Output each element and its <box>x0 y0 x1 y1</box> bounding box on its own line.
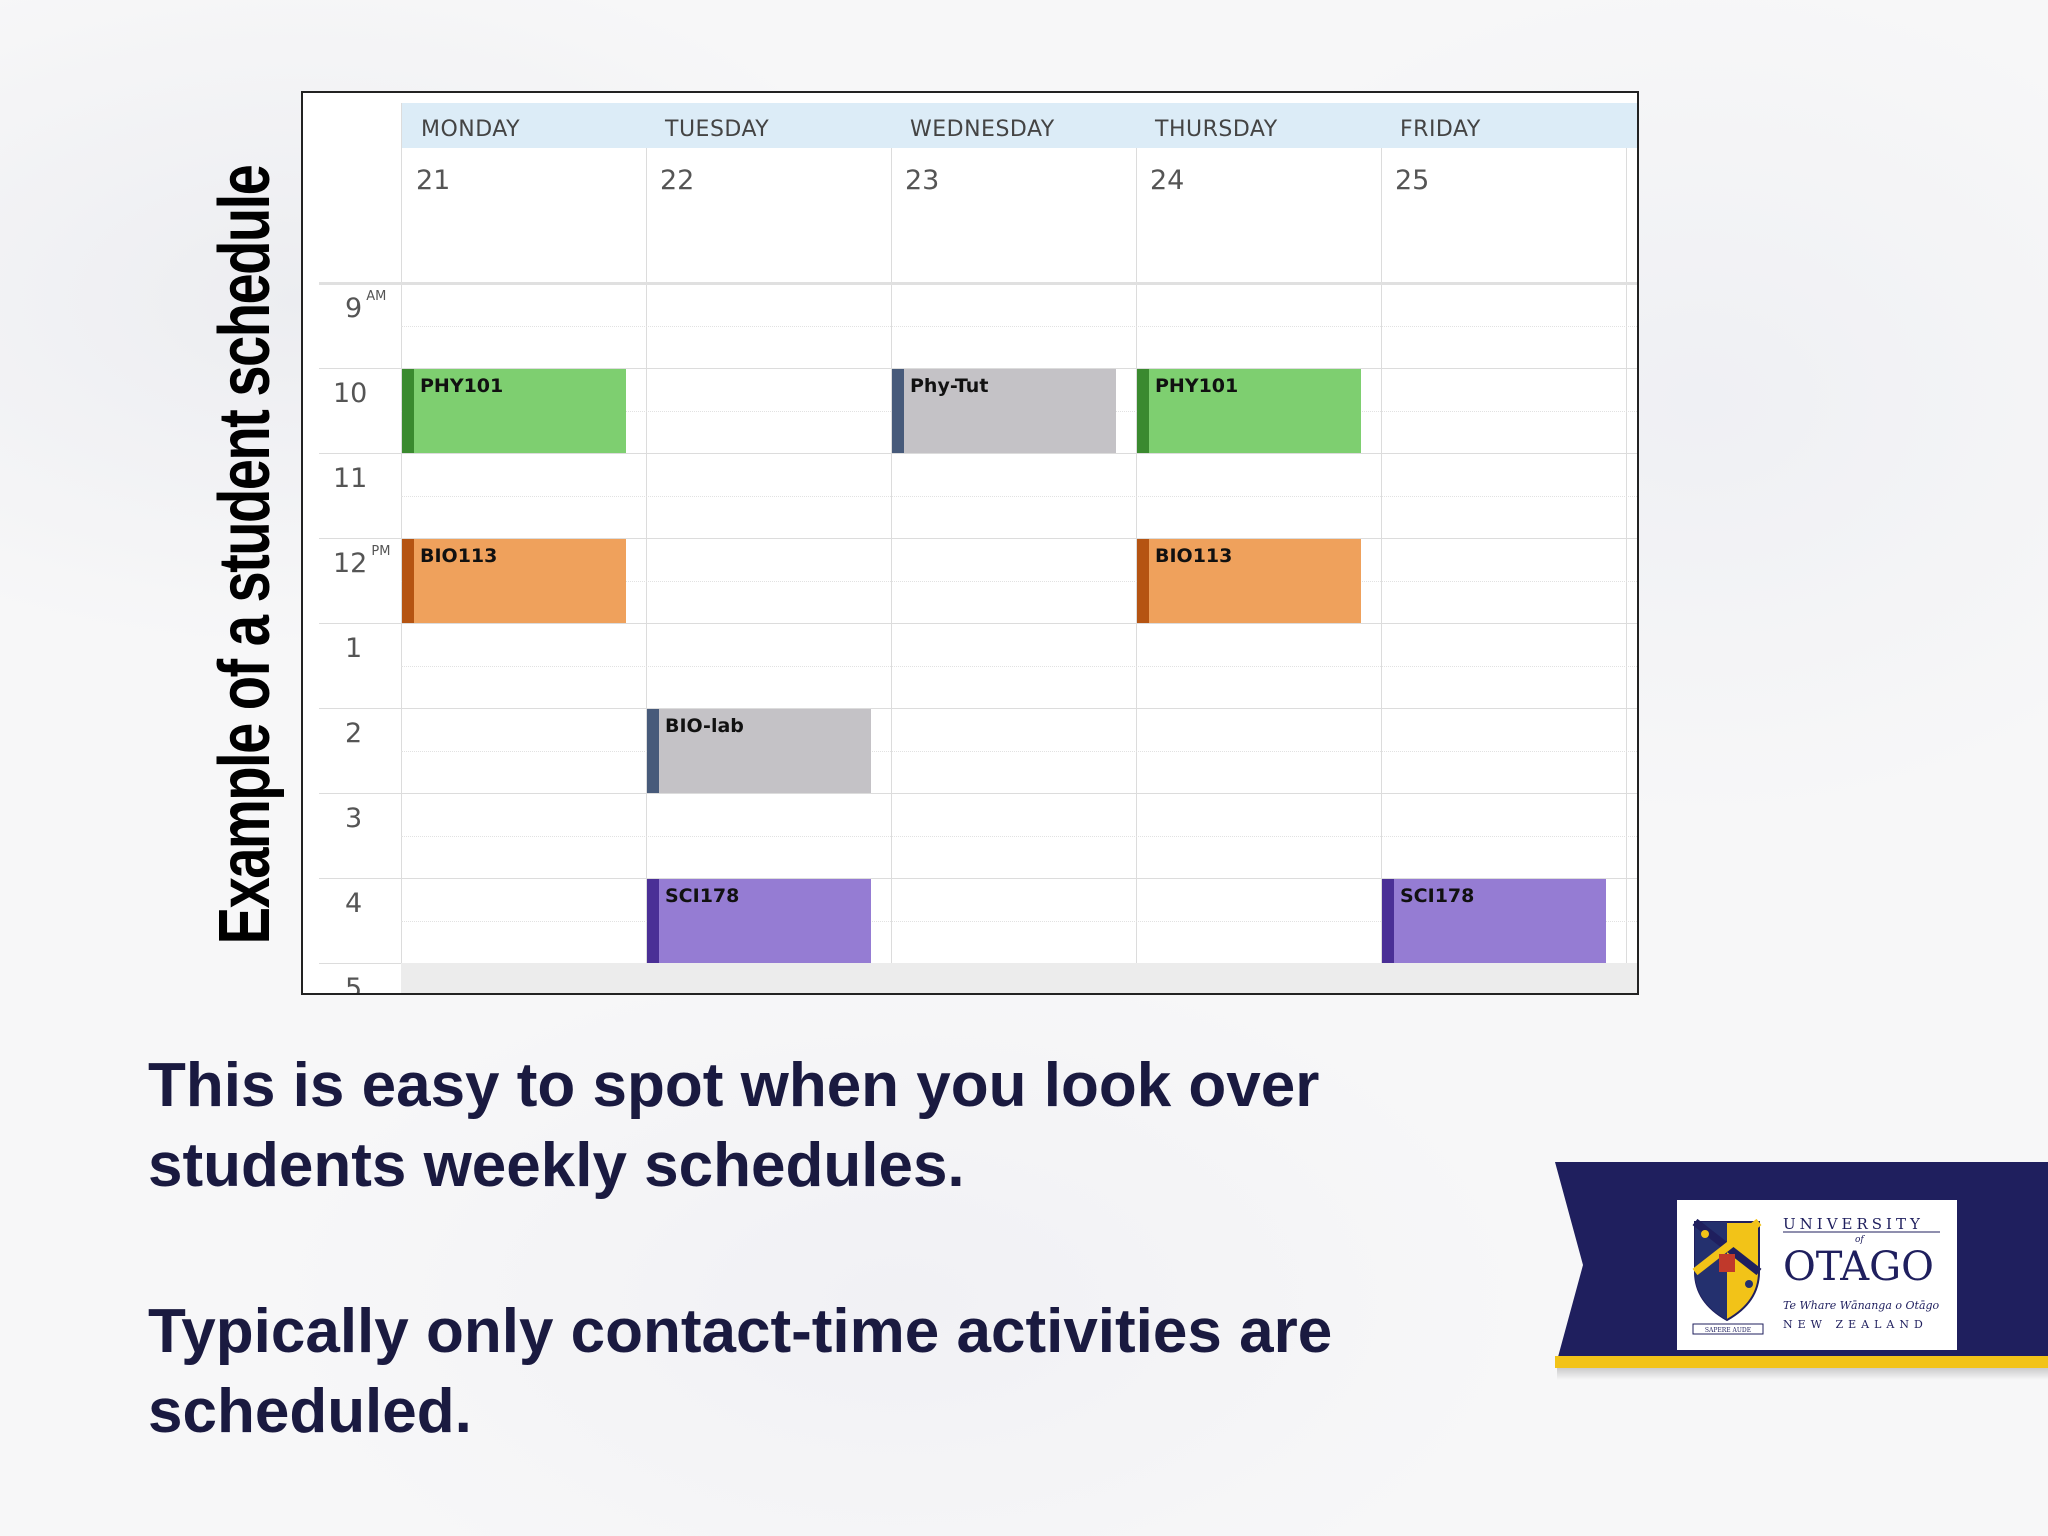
hour-label-11: 11 <box>333 463 368 494</box>
logo-motto: SAPERE AUDE <box>1705 1327 1751 1334</box>
column-divider <box>401 103 402 993</box>
event-phy101-thursday[interactable]: PHY101 <box>1137 369 1361 453</box>
side-title: Example of a student schedule <box>205 165 285 945</box>
event-phy101-monday[interactable]: PHY101 <box>402 369 626 453</box>
after-hours-strip <box>401 963 1637 993</box>
logo-maori-name: Te Whare Wānanga o Otāgo <box>1783 1299 1940 1312</box>
column-divider <box>1136 148 1137 993</box>
hour-label-12: 12 PM <box>333 544 391 579</box>
column-divider <box>646 148 647 993</box>
body-line: scheduled. <box>148 1377 472 1446</box>
event-bio-lab-tuesday[interactable]: BIO-lab <box>647 709 871 793</box>
half-hour-line <box>401 751 1637 752</box>
day-name-tuesday[interactable]: TUESDAY <box>665 117 770 142</box>
logo-university: UNIVERSITY <box>1783 1215 1924 1233</box>
day-date-wednesday[interactable]: 23 <box>905 165 940 196</box>
university-logo-banner: SAPERE AUDE UNIVERSITY of OTAGO Te Whare… <box>1555 1162 2048 1380</box>
event-sci178-tuesday[interactable]: SCI178 <box>647 879 871 963</box>
logo-country: NEW ZEALAND <box>1783 1318 1928 1331</box>
logo-of: of <box>1855 1235 1865 1245</box>
body-line: This is easy to spot when you look over <box>148 1051 1320 1120</box>
half-hour-line <box>401 581 1637 582</box>
event-bio113-monday[interactable]: BIO113 <box>402 539 626 623</box>
body-paragraph-1: This is easy to spot when you look over … <box>148 1046 1548 1206</box>
hour-label-9: 9 AM <box>345 289 387 324</box>
banner-gold-stripe <box>1555 1356 2048 1368</box>
day-date-tuesday[interactable]: 22 <box>660 165 695 196</box>
week-calendar: MONDAY TUESDAY WEDNESDAY THURSDAY FRIDAY… <box>301 91 1639 995</box>
hour-label-4: 4 <box>345 888 363 919</box>
body-paragraph-2: Typically only contact-time activities a… <box>148 1292 1548 1452</box>
hour-label-2: 2 <box>345 718 363 749</box>
hour-line <box>319 708 1637 709</box>
hour-line <box>319 878 1637 879</box>
day-name-wednesday[interactable]: WEDNESDAY <box>910 117 1055 142</box>
hour-label-3: 3 <box>345 803 363 834</box>
column-divider <box>891 148 892 993</box>
hour-line <box>319 623 1637 624</box>
day-name-monday[interactable]: MONDAY <box>421 117 521 142</box>
half-hour-line <box>401 666 1637 667</box>
day-date-friday[interactable]: 25 <box>1395 165 1430 196</box>
hour-line <box>319 538 1637 539</box>
hour-label-5: 5 <box>345 973 363 995</box>
half-hour-line <box>401 496 1637 497</box>
half-hour-line <box>401 326 1637 327</box>
hour-label-1: 1 <box>345 633 363 664</box>
day-name-thursday[interactable]: THURSDAY <box>1155 117 1278 142</box>
event-bio113-thursday[interactable]: BIO113 <box>1137 539 1361 623</box>
all-day-divider <box>319 282 1637 285</box>
half-hour-line <box>401 836 1637 837</box>
day-date-monday[interactable]: 21 <box>416 165 451 196</box>
otago-crest-icon: SAPERE AUDE <box>1692 1218 1764 1335</box>
half-hour-line <box>401 921 1637 922</box>
day-date-thursday[interactable]: 24 <box>1150 165 1185 196</box>
hour-line <box>319 368 1637 369</box>
column-divider <box>1381 148 1382 993</box>
body-line: Typically only contact-time activities a… <box>148 1297 1333 1366</box>
day-name-friday[interactable]: FRIDAY <box>1400 117 1481 142</box>
logo-otago: OTAGO <box>1783 1244 1934 1290</box>
calendar-header-band <box>401 103 1637 148</box>
hour-label-10: 10 <box>333 378 368 409</box>
hour-line <box>319 453 1637 454</box>
event-sci178-friday[interactable]: SCI178 <box>1382 879 1606 963</box>
body-line: students weekly schedules. <box>148 1131 965 1200</box>
hour-line <box>319 793 1637 794</box>
event-phy-tut-wednesday[interactable]: Phy-Tut <box>892 369 1116 453</box>
column-divider <box>1626 148 1627 993</box>
